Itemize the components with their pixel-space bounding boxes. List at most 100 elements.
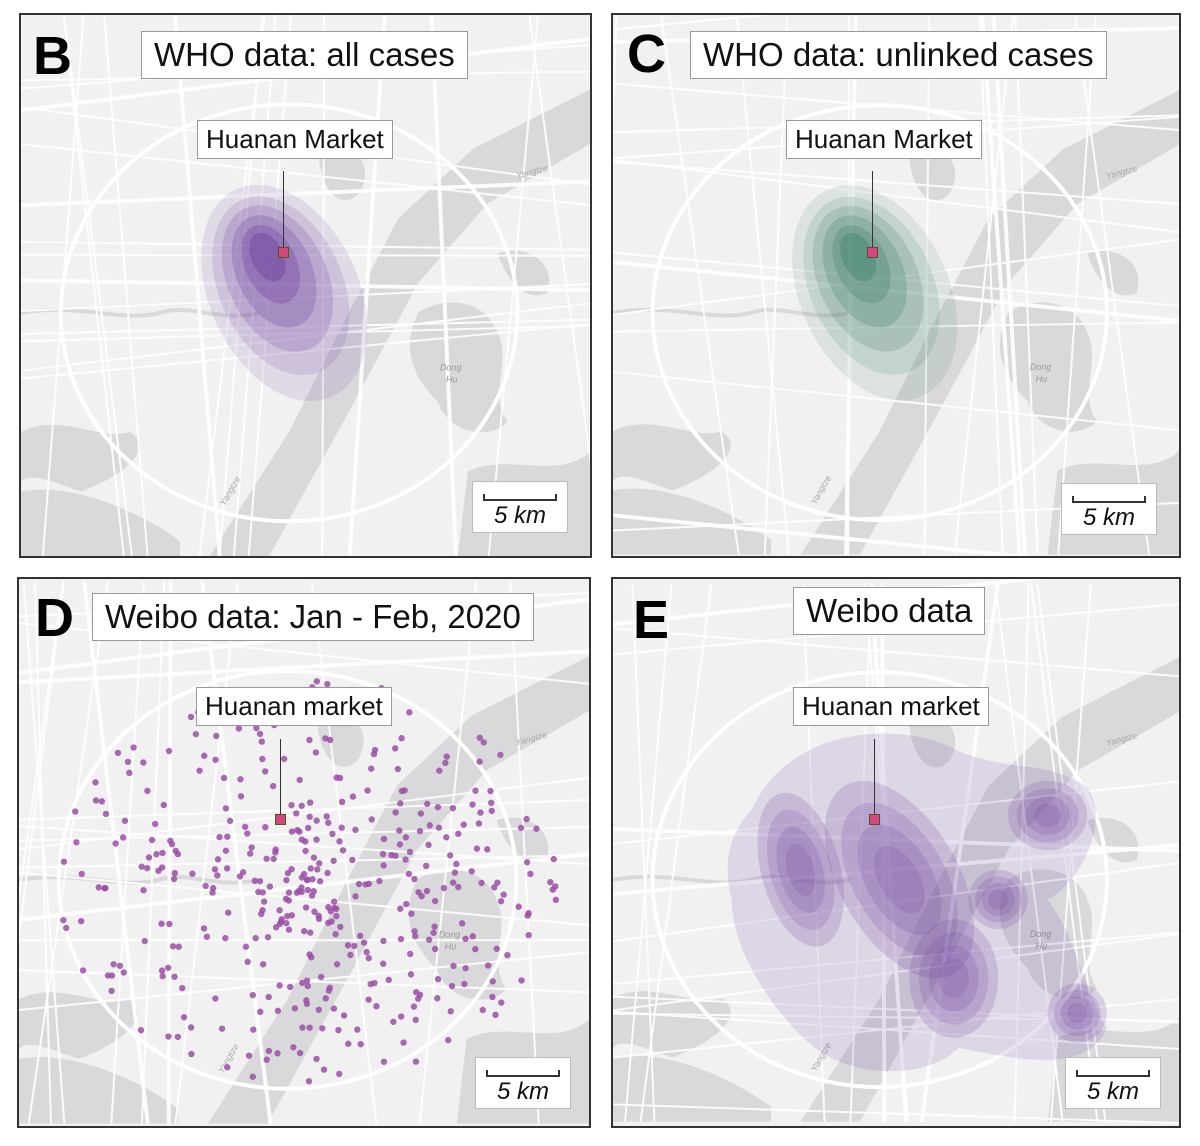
weibo-point bbox=[235, 725, 243, 732]
weibo-point bbox=[354, 1026, 361, 1033]
road bbox=[1013, 583, 1030, 1122]
weibo-point bbox=[239, 869, 247, 876]
weibo-point bbox=[423, 887, 431, 895]
weibo-point bbox=[260, 898, 268, 905]
weibo-point bbox=[285, 926, 293, 933]
weibo-point bbox=[296, 1049, 304, 1057]
weibo-point bbox=[443, 834, 450, 841]
weibo-point bbox=[189, 870, 196, 877]
weibo-point bbox=[283, 876, 290, 884]
weibo-point bbox=[392, 809, 399, 816]
road bbox=[613, 861, 1179, 943]
weibo-point bbox=[140, 887, 147, 894]
river-label: Yangtze bbox=[809, 474, 834, 507]
huanan-market-marker bbox=[869, 814, 880, 825]
weibo-point bbox=[349, 856, 356, 864]
weibo-point bbox=[497, 898, 505, 905]
weibo-point bbox=[476, 734, 483, 741]
weibo-point bbox=[259, 755, 266, 763]
road bbox=[21, 179, 590, 208]
weibo-point bbox=[396, 827, 403, 834]
weibo-point bbox=[283, 919, 290, 927]
weibo-point bbox=[335, 1026, 342, 1034]
weibo-point bbox=[264, 933, 272, 941]
weibo-point bbox=[313, 817, 320, 824]
road bbox=[613, 627, 1179, 678]
weibo-point bbox=[306, 1024, 313, 1031]
weibo-point bbox=[306, 813, 313, 820]
density-contours bbox=[201, 184, 368, 402]
road bbox=[21, 143, 590, 207]
road bbox=[923, 16, 931, 555]
weibo-point bbox=[458, 920, 466, 927]
weibo-point bbox=[349, 793, 357, 800]
road bbox=[613, 997, 1179, 1059]
market-leader-line bbox=[874, 739, 875, 814]
weibo-point bbox=[550, 855, 557, 863]
weibo-point bbox=[405, 870, 413, 878]
weibo-point bbox=[445, 1036, 452, 1044]
road bbox=[631, 583, 656, 1122]
weibo-point bbox=[222, 805, 230, 812]
weibo-point bbox=[330, 857, 337, 864]
lake-label: Dong bbox=[439, 930, 460, 940]
weibo-point bbox=[306, 951, 313, 958]
weibo-point bbox=[296, 776, 303, 784]
density-contour bbox=[249, 232, 286, 282]
weibo-point bbox=[412, 932, 419, 940]
weibo-point bbox=[368, 765, 375, 772]
road bbox=[613, 16, 618, 132]
weibo-point bbox=[120, 969, 127, 976]
weibo-point bbox=[400, 1039, 407, 1046]
ring-road bbox=[650, 670, 1109, 1090]
weibo-point bbox=[316, 860, 323, 867]
weibo-point bbox=[285, 897, 292, 904]
weibo-point bbox=[245, 1052, 253, 1059]
lake-label: Hu bbox=[1036, 374, 1047, 384]
weibo-point bbox=[72, 808, 79, 815]
density-contour bbox=[1067, 1002, 1088, 1024]
weibo-point bbox=[257, 1008, 264, 1015]
weibo-point bbox=[527, 870, 534, 878]
road bbox=[21, 318, 590, 335]
weibo-point bbox=[450, 879, 457, 886]
weibo-point bbox=[169, 943, 177, 950]
weibo-point bbox=[180, 1014, 188, 1021]
weibo-point bbox=[449, 804, 457, 812]
weibo-point bbox=[355, 880, 363, 888]
weibo-point bbox=[469, 933, 476, 940]
weibo-point bbox=[214, 872, 221, 879]
weibo-point bbox=[424, 800, 431, 808]
weibo-point bbox=[304, 886, 312, 894]
weibo-point bbox=[299, 979, 306, 986]
weibo-point bbox=[344, 942, 352, 949]
weibo-point bbox=[480, 739, 487, 746]
weibo-point bbox=[410, 1003, 418, 1010]
weibo-point bbox=[552, 896, 560, 904]
river-han bbox=[21, 307, 260, 318]
road bbox=[110, 581, 145, 1124]
weibo-point bbox=[498, 999, 505, 1006]
weibo-point bbox=[434, 995, 441, 1002]
weibo-point bbox=[248, 844, 255, 851]
weibo-point bbox=[492, 1011, 499, 1019]
lake-label: Hu bbox=[446, 374, 457, 384]
weibo-point bbox=[187, 1024, 195, 1031]
weibo-point bbox=[533, 825, 540, 832]
weibo-point bbox=[333, 912, 340, 920]
road bbox=[140, 581, 166, 1124]
road bbox=[1057, 16, 1097, 555]
weibo-point bbox=[352, 826, 359, 834]
weibo-point bbox=[487, 787, 494, 795]
weibo-point bbox=[250, 1026, 257, 1033]
ring-road bbox=[650, 103, 1109, 523]
density-contour bbox=[803, 196, 940, 375]
road bbox=[613, 15, 774, 31]
weibo-point bbox=[365, 954, 372, 962]
weibo-point bbox=[488, 799, 495, 806]
weibo-point bbox=[196, 767, 203, 774]
weibo-point bbox=[411, 928, 418, 935]
river-han bbox=[613, 307, 851, 318]
weibo-point bbox=[397, 935, 405, 943]
weibo-point bbox=[523, 859, 531, 866]
